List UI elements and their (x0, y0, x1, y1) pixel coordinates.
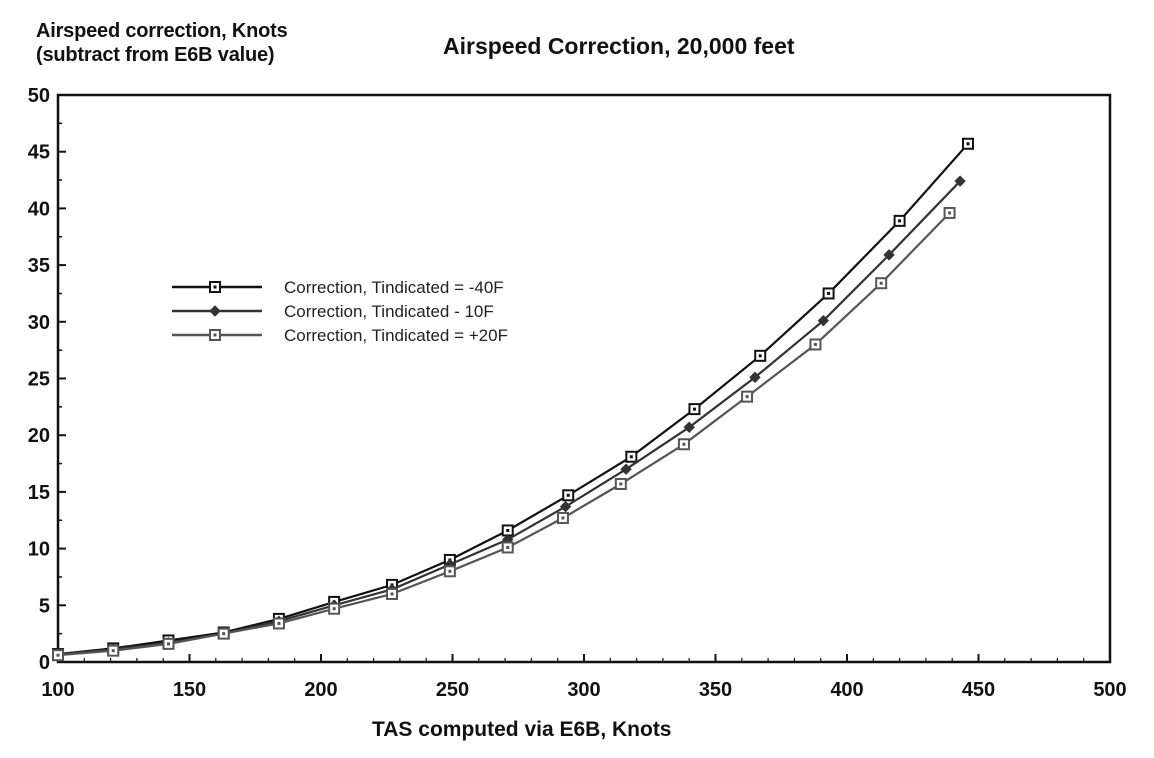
y-tick-label: 50 (28, 85, 50, 107)
y-tick-label: 35 (28, 255, 50, 277)
data-point (954, 175, 966, 187)
x-tick-label: 300 (567, 679, 600, 701)
data-point-center (561, 516, 565, 520)
data-point-center (619, 482, 623, 486)
data-point-center (879, 281, 883, 285)
data-point-center (948, 211, 952, 215)
y-tick-label: 0 (39, 652, 50, 674)
y-tick-label: 10 (28, 539, 50, 561)
legend-marker-center (213, 333, 217, 337)
data-point-center (448, 569, 452, 573)
data-point-center (827, 291, 831, 295)
data-point-center (898, 219, 902, 223)
data-point-center (566, 493, 570, 497)
plot-frame (56, 93, 1112, 664)
series-3 (52, 206, 956, 662)
y-tick-label: 40 (28, 198, 50, 220)
data-point-center (966, 142, 970, 146)
data-point-center (758, 354, 762, 358)
legend: Correction, Tindicated = -40F Correction,… (172, 278, 508, 345)
data-point (883, 249, 895, 261)
data-point-center (332, 607, 336, 611)
x-axis-label: TAS computed via E6B, Knots (372, 718, 672, 741)
x-tick-label: 200 (304, 679, 337, 701)
data-point-center (813, 342, 817, 346)
data-point (749, 371, 761, 384)
y-axis-label-line-1: Airspeed correction, Knots (36, 20, 288, 42)
x-tick-label: 250 (436, 679, 469, 701)
legend-label: Correction, Tindicated = +20F (284, 326, 508, 345)
data-point-center (629, 455, 633, 459)
data-point-center (682, 442, 686, 446)
data-point-center (390, 592, 394, 596)
series-line (57, 180, 961, 656)
y-tick-label: 45 (28, 142, 50, 164)
x-tick-label: 450 (962, 679, 995, 701)
data-point-center (506, 545, 510, 549)
x-tick-label: 350 (699, 679, 732, 701)
data-point-center (745, 395, 749, 399)
series-line (57, 143, 969, 656)
data-point-center (111, 649, 115, 653)
data-point-center (166, 642, 170, 646)
series-1 (52, 137, 974, 661)
legend-marker (209, 305, 221, 317)
x-tick-label: 500 (1093, 679, 1126, 701)
data-point-center (277, 621, 281, 625)
y-tick-label: 30 (28, 312, 50, 334)
data-point (683, 421, 695, 433)
data-point-center (692, 407, 696, 411)
data-point (817, 314, 830, 327)
legend-marker-center (213, 285, 217, 289)
x-tick-label: 400 (830, 679, 863, 701)
series-2 (52, 175, 966, 660)
y-tick-label: 20 (28, 425, 50, 447)
y-tick-label: 5 (39, 595, 50, 617)
data-point-center (506, 528, 510, 532)
x-tick-label: 150 (173, 679, 206, 701)
y-tick-label: 15 (28, 482, 50, 504)
legend-label: Correction, Tindicated - 10F (284, 302, 494, 321)
y-axis-label-line-2: (subtract from E6B value) (36, 44, 275, 66)
series-line (57, 212, 951, 657)
data-point-center (222, 632, 226, 636)
legend-label: Correction, Tindicated = -40F (284, 278, 504, 297)
chart-title: Airspeed Correction, 20,000 feet (443, 33, 795, 59)
y-tick-label: 25 (28, 369, 50, 391)
data-point (620, 463, 632, 475)
data-point (559, 500, 572, 513)
data-point-center (56, 653, 60, 657)
x-tick-label: 100 (41, 679, 74, 701)
